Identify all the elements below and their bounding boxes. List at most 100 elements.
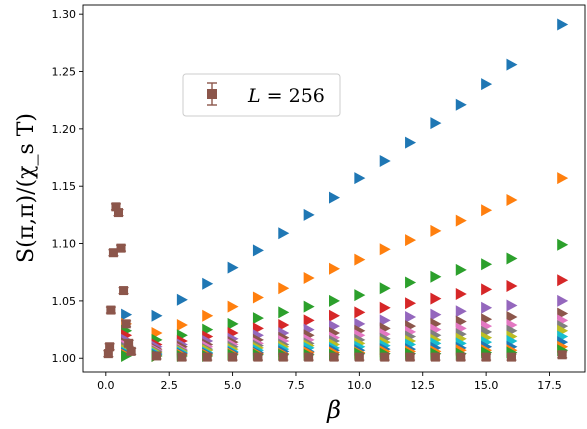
square-marker bbox=[106, 305, 116, 315]
triangle-point bbox=[481, 204, 493, 217]
triangle-point bbox=[379, 301, 391, 314]
square-point bbox=[176, 352, 187, 362]
triangle-point bbox=[329, 191, 340, 204]
triangle-point bbox=[379, 314, 391, 327]
square-point bbox=[303, 352, 314, 362]
triangle-point bbox=[506, 58, 518, 71]
triangle-point bbox=[405, 276, 417, 289]
y-tick-label: 1.05 bbox=[52, 295, 77, 308]
triangle-point bbox=[278, 282, 290, 295]
triangle-point bbox=[481, 258, 493, 271]
square-marker bbox=[124, 338, 134, 348]
square-marker bbox=[121, 319, 131, 329]
x-tick-label: 7.5 bbox=[287, 379, 305, 392]
triangle-point bbox=[176, 318, 188, 331]
triangle-point bbox=[121, 349, 133, 362]
square-series bbox=[103, 202, 568, 362]
triangle-point bbox=[557, 18, 569, 31]
triangle-point bbox=[303, 271, 315, 284]
square-marker bbox=[506, 352, 516, 362]
triangle-point bbox=[405, 297, 417, 310]
triangle-point bbox=[227, 300, 239, 313]
square-marker bbox=[103, 349, 113, 359]
triangle-point bbox=[379, 282, 391, 295]
square-point bbox=[126, 346, 137, 356]
square-point bbox=[455, 352, 466, 362]
triangle-point bbox=[202, 277, 214, 290]
triangle-point bbox=[506, 252, 518, 265]
triangle-point bbox=[354, 253, 366, 266]
triangle-point bbox=[455, 263, 467, 276]
x-tick-label: 10.0 bbox=[347, 379, 372, 392]
triangle-point bbox=[481, 78, 493, 91]
square-point bbox=[116, 243, 127, 253]
square-point bbox=[118, 286, 129, 296]
markers-layer bbox=[103, 18, 569, 362]
y-tick-label: 1.20 bbox=[52, 123, 77, 136]
x-tick-label: 17.5 bbox=[537, 379, 562, 392]
triangle-point bbox=[430, 224, 442, 237]
square-marker bbox=[278, 352, 288, 362]
square-point bbox=[104, 342, 115, 352]
y-axis-label: S(π,π)/(χ_s T) bbox=[14, 113, 39, 263]
square-marker bbox=[116, 243, 126, 253]
triangle-point bbox=[303, 208, 315, 221]
y-tick-label: 1.00 bbox=[52, 352, 77, 365]
square-point bbox=[202, 352, 213, 362]
square-marker bbox=[111, 202, 121, 212]
triangle-point bbox=[227, 317, 239, 330]
x-tick-label: 12.5 bbox=[410, 379, 435, 392]
triangle-point bbox=[252, 291, 264, 304]
x-tick-label: 15.0 bbox=[474, 379, 499, 392]
square-point bbox=[506, 352, 517, 362]
square-marker bbox=[456, 352, 466, 362]
triangle-point bbox=[506, 299, 518, 312]
triangle-point bbox=[278, 306, 290, 319]
triangle-point bbox=[202, 309, 214, 322]
square-marker bbox=[430, 352, 440, 362]
y-tick-label: 1.30 bbox=[52, 8, 77, 21]
square-marker bbox=[329, 352, 339, 362]
triangle-point bbox=[506, 310, 518, 323]
triangle-series-1 bbox=[121, 18, 569, 322]
square-marker bbox=[105, 342, 115, 352]
triangle-point bbox=[455, 98, 467, 111]
square-point bbox=[405, 352, 416, 362]
square-point bbox=[557, 350, 568, 360]
x-tick-label: 0.0 bbox=[97, 379, 115, 392]
triangle-point bbox=[557, 274, 569, 287]
legend: L = 256 bbox=[182, 73, 341, 117]
triangle-point bbox=[278, 318, 290, 331]
y-tick-label: 1.10 bbox=[52, 238, 77, 251]
square-marker bbox=[354, 352, 364, 362]
square-point bbox=[481, 352, 492, 362]
square-marker bbox=[557, 350, 567, 360]
triangle-point bbox=[405, 136, 417, 149]
x-axis-ticks: 0.0 2.5 5.0 7.5 10.0 12.5 15.0 17.5 bbox=[97, 372, 562, 392]
x-tick-label: 2.5 bbox=[160, 379, 178, 392]
legend-label: L = 256 bbox=[247, 85, 325, 107]
square-marker bbox=[119, 286, 129, 296]
triangle-point bbox=[227, 261, 239, 274]
triangle-point bbox=[121, 308, 133, 321]
triangle-point bbox=[430, 292, 442, 305]
square-point bbox=[121, 319, 132, 329]
triangle-point bbox=[151, 309, 163, 322]
triangle-point bbox=[481, 301, 493, 314]
triangle-point bbox=[430, 308, 442, 321]
triangle-point bbox=[379, 154, 391, 167]
triangle-point bbox=[278, 227, 290, 240]
square-point bbox=[227, 352, 238, 362]
y-tick-label: 1.25 bbox=[52, 66, 77, 79]
triangle-point bbox=[329, 294, 340, 307]
square-point bbox=[430, 352, 441, 362]
legend-marker-icon bbox=[207, 82, 217, 106]
triangle-point bbox=[481, 283, 493, 296]
triangle-point bbox=[252, 244, 264, 257]
triangle-point bbox=[430, 270, 442, 283]
square-point bbox=[354, 352, 365, 362]
square-marker bbox=[108, 248, 118, 258]
y-axis-ticks: 1.00 1.05 1.10 1.15 1.20 1.25 1.30 bbox=[52, 8, 83, 365]
square-marker bbox=[481, 352, 491, 362]
